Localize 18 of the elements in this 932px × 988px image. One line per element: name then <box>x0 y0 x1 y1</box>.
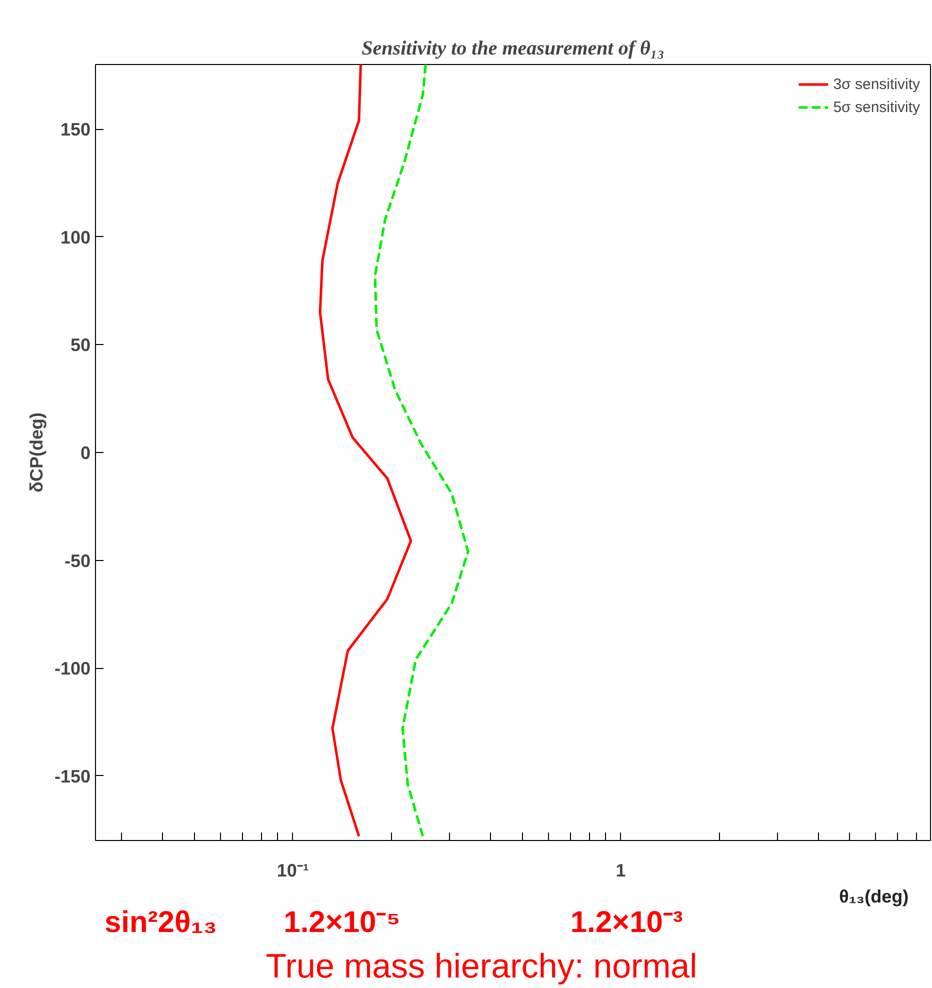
text: 1.2×10⁻³ <box>570 906 683 939</box>
y-tick-label: -100 <box>54 658 91 679</box>
x-axis-title: θ₁₃(deg) <box>839 886 909 906</box>
text: 1.2×10⁻⁵ <box>284 906 400 939</box>
y-tick-label: -150 <box>54 766 91 786</box>
legend-label: 3σ sensitivity <box>833 76 920 92</box>
y-tick-label: 0 <box>80 443 91 463</box>
legend-label: 5σ sensitivity <box>833 98 920 116</box>
text: sin²2θ₁₃ <box>104 906 217 939</box>
y-tick-label: -50 <box>64 550 90 571</box>
x-tick-label: 1 <box>616 860 626 880</box>
y-tick-label: 150 <box>60 120 91 140</box>
y-axis-title: δCP(deg) <box>26 412 46 492</box>
x-tick-label: 10⁻¹ <box>276 860 309 880</box>
chart-title: Sensitivity to the measurement of θ₁₃ <box>362 38 664 60</box>
y-tick-label: 50 <box>70 335 91 356</box>
y-tick-label: 100 <box>60 227 91 248</box>
text: True mass hierarchy: normal <box>266 948 698 986</box>
